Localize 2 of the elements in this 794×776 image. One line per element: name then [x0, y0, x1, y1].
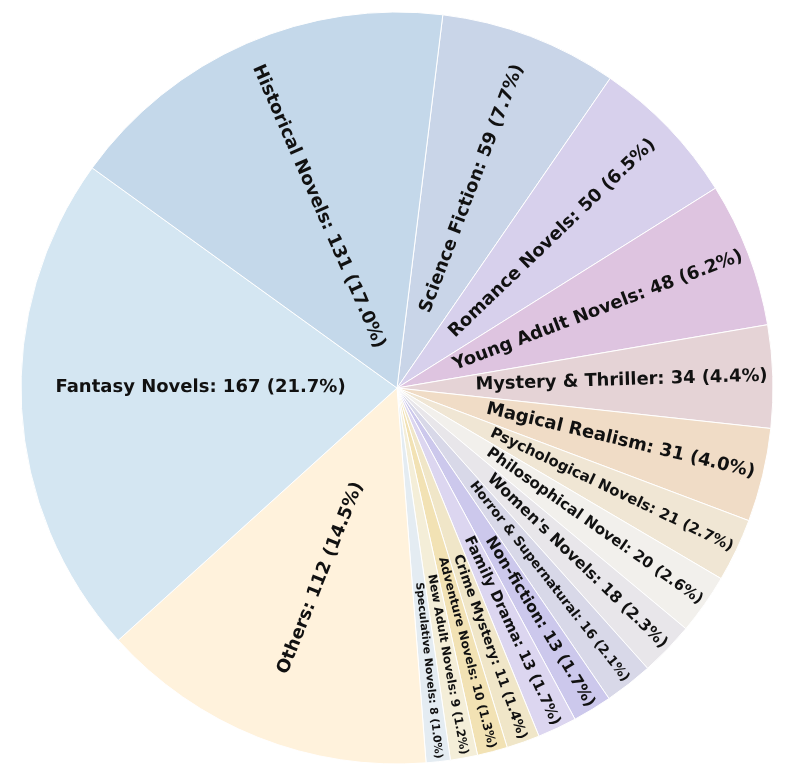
slice-label: Mystery & Thriller: 34 (4.4%) [475, 366, 768, 396]
slice-label: Fantasy Novels: 167 (21.7%) [55, 378, 346, 398]
